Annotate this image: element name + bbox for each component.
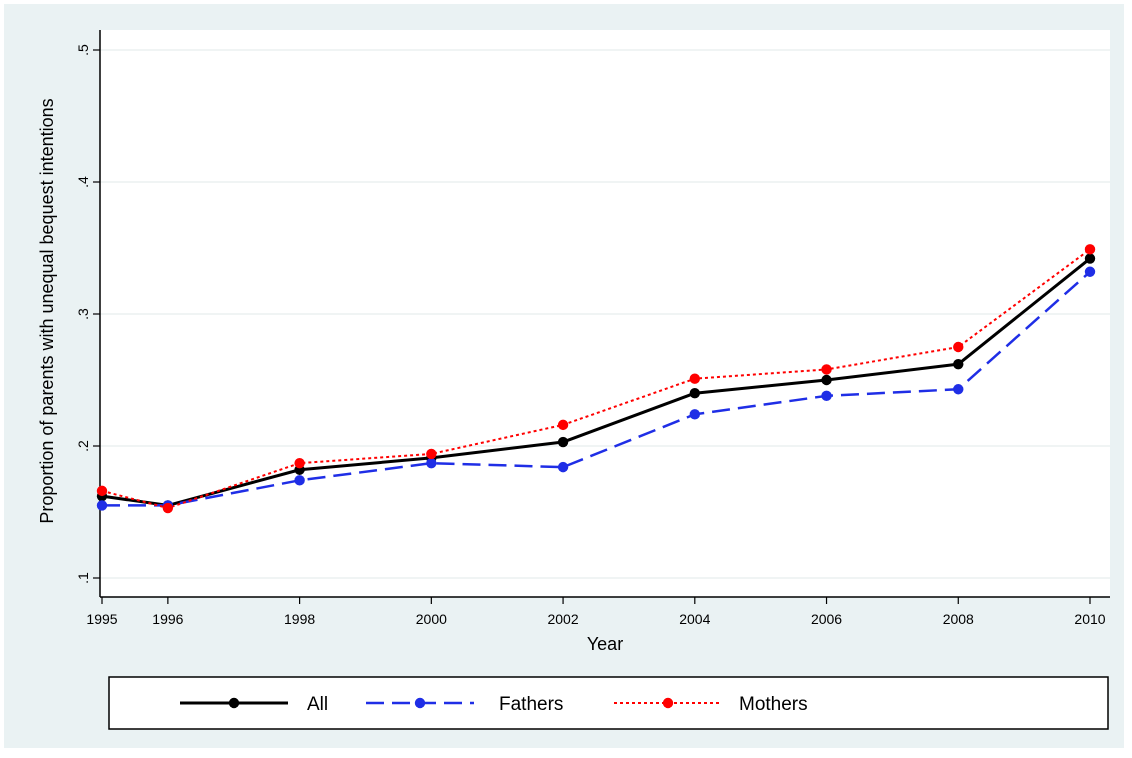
data-point-mothers — [689, 373, 700, 384]
data-point-mothers — [96, 485, 108, 497]
series-lines — [96, 244, 1096, 514]
x-tick-label: 2002 — [547, 611, 578, 627]
data-point-fathers — [953, 384, 964, 395]
x-tick-label: 2008 — [943, 611, 974, 627]
data-point-fathers — [821, 390, 832, 402]
x-tick-label: 1998 — [284, 611, 315, 627]
y-tick-label: .2 — [75, 440, 91, 452]
x-tick-label: 2000 — [416, 611, 447, 627]
x-axis-title: Year — [587, 634, 623, 654]
y-tick-label: .3 — [75, 308, 91, 320]
x-tick-label: 2004 — [679, 611, 710, 627]
line-chart: .1 .2 .3 .4 .5 1995 1996 1998 2000 2002 2004 2006 20… — [37, 30, 1110, 730]
data-point-mothers — [426, 448, 437, 460]
data-point-all — [821, 374, 832, 386]
legend-marker-all — [228, 697, 240, 709]
legend-marker-mothers — [662, 697, 674, 709]
x-tick-label: 2006 — [811, 611, 842, 627]
x-tick-label: 2010 — [1074, 611, 1105, 627]
data-point-all — [689, 388, 700, 399]
data-point-all — [1084, 253, 1096, 264]
y-tick-label: .5 — [75, 44, 91, 56]
legend-box — [108, 676, 1109, 730]
legend: All Fathers Mothers — [108, 676, 1109, 730]
data-point-mothers — [821, 364, 832, 375]
gridlines — [100, 49, 1110, 579]
data-point-mothers — [162, 502, 174, 514]
data-point-mothers — [557, 419, 569, 431]
axes: .1 .2 .3 .4 .5 1995 1996 1998 2000 2002 2004 2006 20… — [75, 30, 1110, 627]
data-point-fathers — [96, 500, 108, 511]
data-point-fathers — [689, 409, 700, 420]
data-point-mothers — [294, 457, 305, 469]
legend-marker-fathers — [414, 697, 426, 709]
x-tick-label: 1996 — [152, 611, 183, 627]
legend-label-mothers: Mothers — [739, 694, 808, 715]
x-tick-label: 1995 — [86, 611, 117, 627]
data-point-all — [953, 358, 964, 370]
y-tick-label: .4 — [75, 176, 91, 188]
data-point-mothers — [953, 341, 964, 353]
data-point-fathers — [1084, 266, 1096, 277]
y-tick-label: .1 — [75, 572, 91, 584]
legend-label-all: All — [307, 694, 328, 715]
data-point-fathers — [426, 457, 437, 469]
data-point-mothers — [1084, 244, 1096, 255]
legend-label-fathers: Fathers — [499, 694, 563, 715]
data-point-fathers — [557, 461, 569, 473]
data-point-all — [557, 436, 569, 448]
series-line-fathers — [102, 270, 1091, 507]
data-point-fathers — [294, 475, 305, 486]
chart-container: .1 .2 .3 .4 .5 1995 1996 1998 2000 2002 2004 2006 20… — [4, 4, 1124, 748]
y-axis-title: Proportion of parents with unequal beque… — [37, 98, 57, 523]
